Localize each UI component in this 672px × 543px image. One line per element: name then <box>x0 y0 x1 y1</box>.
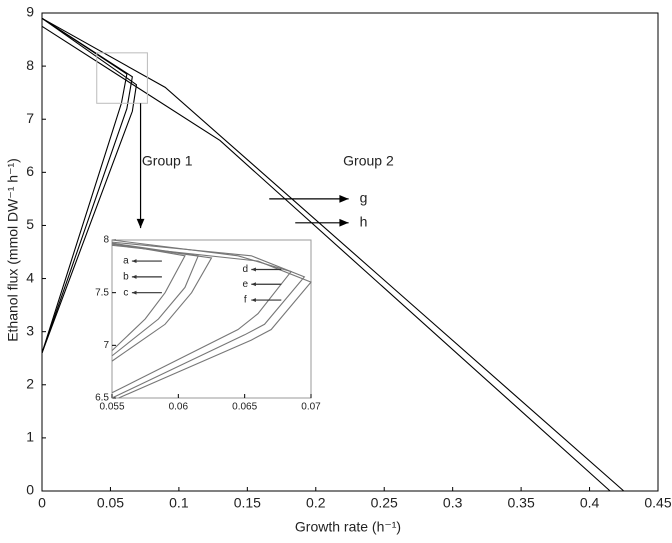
label-arrow-head <box>251 267 256 272</box>
x-tick-label: 0.065 <box>232 402 257 413</box>
data-line <box>111 242 186 351</box>
y-tick-label: 8 <box>103 235 109 246</box>
inset-frame <box>111 239 312 399</box>
legend-label: d <box>243 264 249 275</box>
zoom-box <box>96 52 148 104</box>
label-arrow-head <box>251 282 256 287</box>
x-tick-label: 0.1 <box>169 495 189 511</box>
x-tick-label: 0.07 <box>301 402 321 413</box>
y-tick-label: 7 <box>26 110 34 126</box>
legend-label: f <box>244 295 247 306</box>
data-line <box>111 243 213 362</box>
y-tick-label: 0 <box>26 482 34 498</box>
y-axis-label: Ethanol flux (mmol DW⁻¹ h⁻¹) <box>5 158 21 342</box>
annotation: Group 1 <box>142 152 193 168</box>
x-axis-label: Growth rate (h⁻¹) <box>295 519 401 535</box>
x-tick-label: 0.35 <box>507 495 534 511</box>
data-line <box>41 17 625 492</box>
x-tick-label: 0.06 <box>169 402 189 413</box>
y-tick-label: 6.5 <box>95 393 109 404</box>
label-arrow-head <box>131 274 137 279</box>
legend-label: c <box>123 287 128 298</box>
x-tick-label: 0.055 <box>99 402 124 413</box>
y-tick-label: 7.5 <box>95 287 109 298</box>
x-tick-label: 0.45 <box>644 495 671 511</box>
data-line <box>41 17 138 354</box>
y-tick-label: 2 <box>26 375 34 391</box>
h-arrow-head <box>339 218 349 227</box>
data-line <box>111 244 312 399</box>
data-line <box>111 241 306 399</box>
data-line <box>41 17 133 354</box>
label-arrow-head <box>131 290 137 295</box>
y-tick-label: 8 <box>26 57 34 73</box>
x-tick-label: 0 <box>38 495 46 511</box>
x-tick-label: 0.4 <box>580 495 600 511</box>
data-line <box>111 239 293 394</box>
x-tick-label: 0.3 <box>443 495 463 511</box>
x-tick-label: 0.2 <box>306 495 326 511</box>
annotation: Group 2 <box>343 152 394 168</box>
x-tick-label: 0.25 <box>371 495 398 511</box>
x-tick-label: 0.05 <box>97 495 124 511</box>
legend-label: g <box>360 190 368 206</box>
y-tick-label: 4 <box>26 269 34 285</box>
legend-label: a <box>123 256 129 267</box>
y-tick-label: 1 <box>26 429 34 445</box>
y-tick-label: 7 <box>103 340 109 351</box>
data-line <box>41 25 611 492</box>
g-arrow-head <box>339 194 349 203</box>
legend-label: e <box>243 279 249 290</box>
legend-label: b <box>123 272 129 283</box>
x-tick-label: 0.15 <box>234 495 261 511</box>
y-tick-label: 5 <box>26 216 34 232</box>
y-tick-label: 3 <box>26 322 34 338</box>
label-arrow-head <box>251 298 256 302</box>
y-tick-label: 9 <box>26 4 34 20</box>
group-1-arrow-head <box>136 218 145 229</box>
legend-label: h <box>360 213 368 229</box>
y-tick-label: 6 <box>26 163 34 179</box>
label-arrow-head <box>131 259 137 264</box>
